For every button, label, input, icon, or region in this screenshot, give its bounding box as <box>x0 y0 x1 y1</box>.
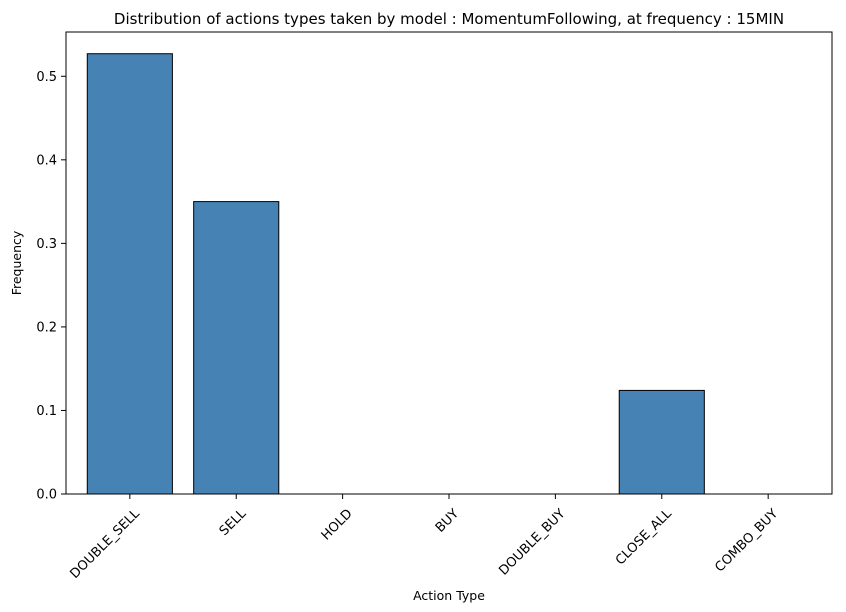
bar-double-sell <box>86 53 173 495</box>
y-tick-label: 0.2 <box>36 320 57 335</box>
x-tick-label: HOLD <box>319 506 356 543</box>
plot-frame <box>65 31 833 495</box>
y-tick-label: 0.3 <box>36 237 57 252</box>
y-axis-label: Frequency <box>9 230 24 295</box>
x-tick-label: DOUBLE_BUY <box>496 506 568 578</box>
y-tick-label: 0.4 <box>36 153 57 168</box>
chart-title: Distribution of actions types taken by m… <box>114 10 784 28</box>
bar-close-all <box>618 389 705 495</box>
y-tick-label: 0.0 <box>36 488 57 503</box>
x-axis: DOUBLE_SELL SELL HOLD BUY DOUBLE_BUY CLOSE_AL… <box>68 494 781 582</box>
y-axis: 0.0 0.1 0.2 0.3 0.4 0.5 <box>36 70 66 503</box>
y-tick-label: 0.5 <box>36 70 57 85</box>
x-tick-label: DOUBLE_SELL <box>68 506 144 582</box>
bar-sell <box>193 201 280 495</box>
x-tick-label: COMBO_BUY <box>712 506 781 575</box>
x-axis-label: Action Type <box>413 588 485 603</box>
x-tick-label: SELL <box>217 506 250 539</box>
x-tick-label: BUY <box>433 506 462 535</box>
bars-group <box>86 53 811 495</box>
y-tick-label: 0.1 <box>36 404 57 419</box>
x-tick-label: CLOSE_ALL <box>613 506 675 568</box>
